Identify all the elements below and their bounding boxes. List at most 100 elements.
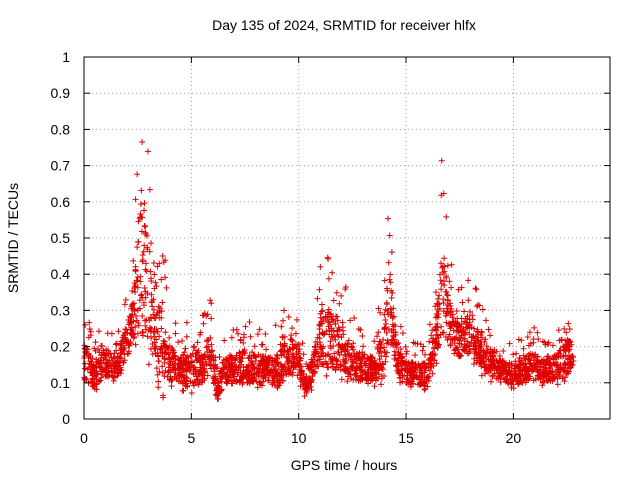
data-point (448, 284, 455, 291)
data-point (344, 378, 351, 385)
data-point (199, 361, 206, 368)
data-point (434, 344, 441, 351)
data-point (138, 291, 145, 298)
data-point (203, 313, 210, 320)
data-point (134, 171, 141, 178)
data-point (353, 350, 360, 357)
data-point (274, 369, 281, 376)
data-point (212, 376, 219, 383)
data-point (216, 354, 223, 361)
data-point (521, 376, 528, 383)
data-point (233, 326, 240, 333)
data-point (524, 334, 531, 341)
data-point (161, 356, 168, 363)
data-point (506, 367, 513, 374)
data-point (138, 187, 145, 194)
data-point (425, 373, 432, 380)
data-point (113, 347, 120, 354)
data-point (561, 378, 568, 385)
data-point (470, 325, 477, 332)
data-point (170, 347, 177, 354)
data-point (472, 285, 479, 292)
data-point (382, 358, 389, 365)
data-point (134, 284, 141, 291)
data-point (172, 369, 179, 376)
data-point (542, 371, 549, 378)
data-point (192, 347, 199, 354)
data-point (403, 379, 410, 386)
data-point (340, 363, 347, 370)
data-point (293, 316, 300, 323)
data-point (137, 201, 144, 208)
data-point (204, 372, 211, 379)
data-point (132, 312, 139, 319)
data-point (567, 364, 574, 371)
data-point (163, 344, 170, 351)
data-point (432, 289, 439, 296)
data-point (399, 367, 406, 374)
data-point (137, 211, 144, 218)
data-point (286, 345, 293, 352)
data-point (110, 354, 117, 361)
data-point (424, 383, 431, 390)
data-point (464, 313, 471, 320)
data-point (433, 310, 440, 317)
data-point (426, 367, 433, 374)
data-point (264, 359, 271, 366)
data-point (505, 380, 512, 387)
data-point (163, 284, 170, 291)
data-point (153, 365, 160, 372)
data-point (426, 321, 433, 328)
data-point (340, 356, 347, 363)
data-point (428, 356, 435, 363)
data-point (210, 352, 217, 359)
data-point (565, 320, 572, 327)
data-point (124, 329, 131, 336)
data-point (489, 365, 496, 372)
data-point (332, 336, 339, 343)
data-point (470, 343, 477, 350)
data-point (131, 300, 138, 307)
data-point (143, 232, 150, 239)
data-point (438, 157, 445, 164)
data-point (347, 317, 354, 324)
data-point (132, 196, 139, 203)
data-point (330, 297, 337, 304)
data-point (267, 369, 274, 376)
data-point (331, 332, 338, 339)
data-point (436, 271, 443, 278)
data-point (240, 339, 247, 346)
data-point (214, 365, 221, 372)
data-point (254, 365, 261, 372)
data-point (440, 300, 447, 307)
data-point (97, 377, 104, 384)
data-point (345, 350, 352, 357)
data-point (139, 312, 146, 319)
data-point (355, 351, 362, 358)
data-point (391, 329, 398, 336)
data-point (537, 376, 544, 383)
data-point (137, 273, 144, 280)
data-point (95, 358, 102, 365)
data-point (243, 364, 250, 371)
data-point (161, 338, 168, 345)
data-point (553, 362, 560, 369)
data-point (91, 373, 98, 380)
data-point (159, 350, 166, 357)
data-point (522, 379, 529, 386)
data-point (406, 370, 413, 377)
data-point (129, 287, 136, 294)
data-point (441, 268, 448, 275)
data-point (537, 363, 544, 370)
data-point (105, 368, 112, 375)
axis-ticks: 00.10.20.30.40.50.60.70.80.910 5 10 15 20 (51, 49, 610, 446)
data-point (558, 336, 565, 343)
data-point (150, 260, 157, 266)
data-point (175, 356, 182, 363)
data-point (155, 378, 162, 385)
data-point (346, 351, 353, 358)
data-point (533, 366, 540, 373)
x-tick-label: 0 (80, 430, 88, 446)
data-point (142, 223, 149, 230)
data-point (324, 254, 331, 261)
